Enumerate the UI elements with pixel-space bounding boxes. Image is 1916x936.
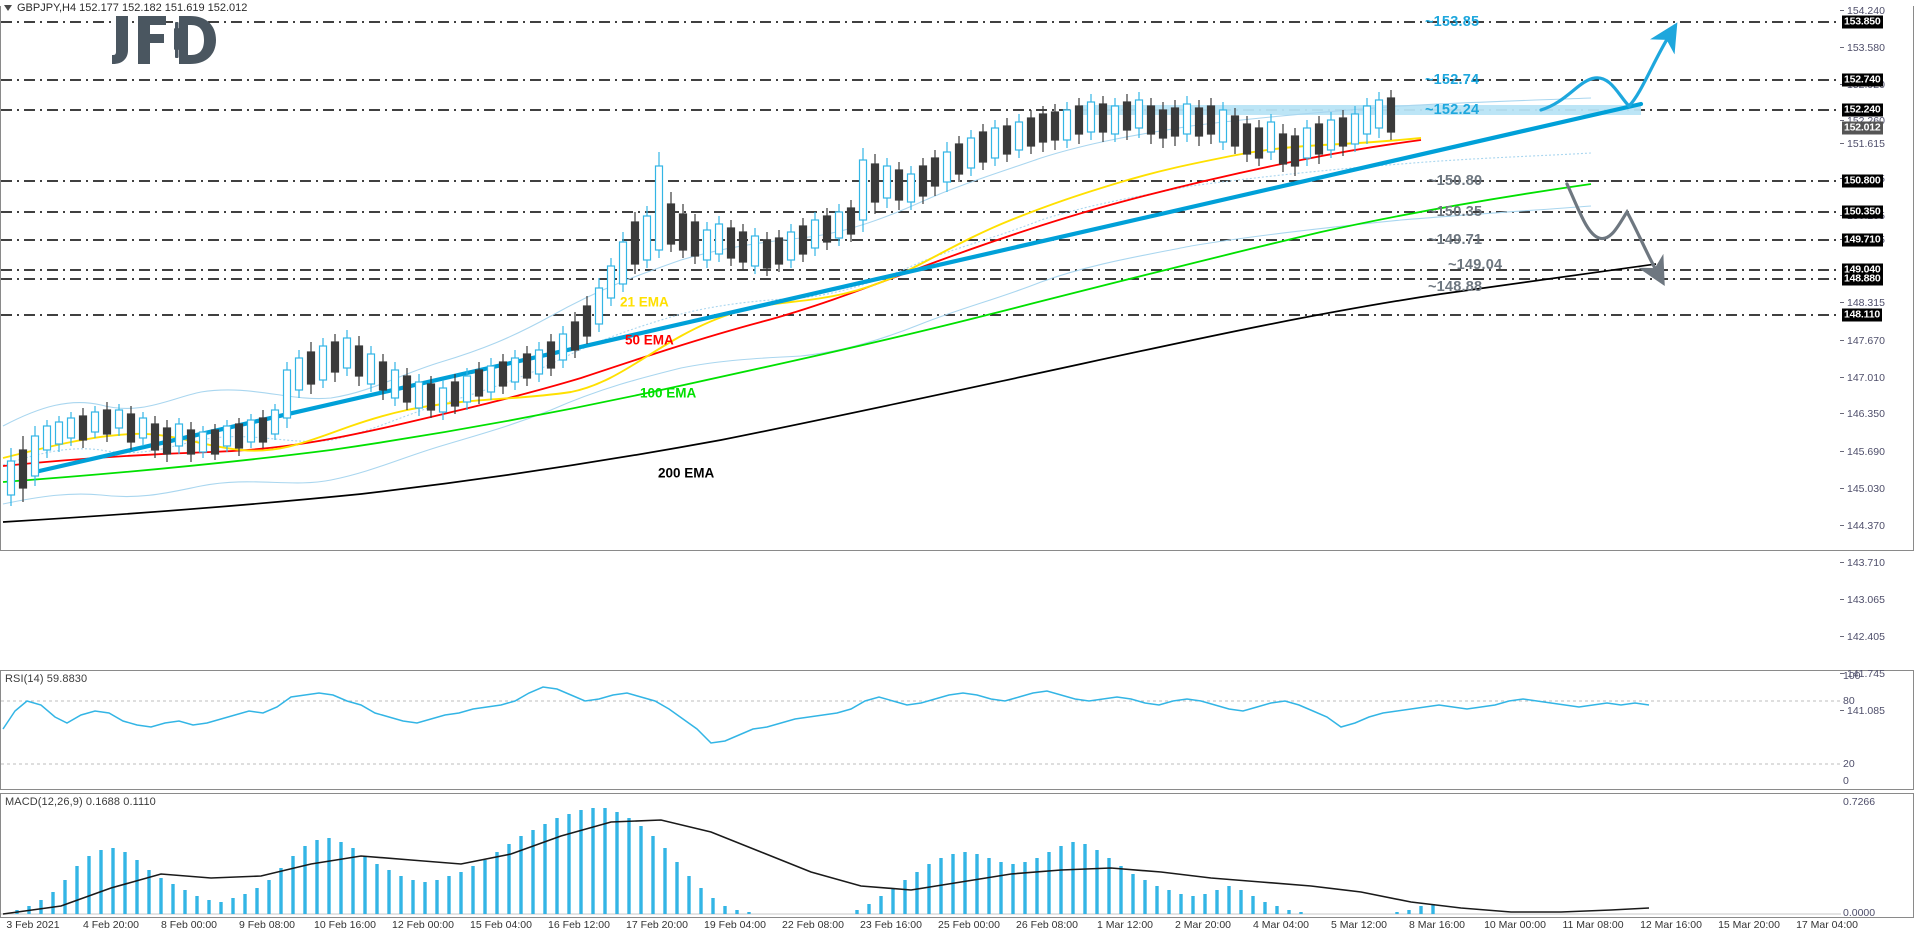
time-axis-label: 17 Feb 20:00	[626, 919, 688, 931]
bullish-projection-path	[1539, 22, 1678, 112]
price-tick-label: 143.065	[1847, 594, 1885, 606]
time-axis-label: 5 Mar 12:00	[1330, 919, 1388, 931]
price-tick-label: 142.405	[1847, 631, 1885, 643]
price-plot-area[interactable]	[1, 6, 1913, 550]
resistance-zone-band	[1081, 105, 1641, 115]
level-label-15224: ~152.24	[1425, 102, 1480, 118]
time-axis-label: 12 Mar 16:00	[1640, 919, 1702, 931]
ema-legend-50: 50 EMA	[625, 332, 674, 348]
ema-legend-200: 200 EMA	[658, 465, 715, 481]
price-chart-panel[interactable]	[0, 6, 1914, 551]
ema-21-line	[2, 137, 1422, 459]
time-axis-label: 4 Mar 04:00	[1252, 919, 1310, 931]
ema-legend-21: 21 EMA	[620, 294, 669, 310]
time-axis-label: 22 Feb 08:00	[782, 919, 844, 931]
time-axis-label: 16 Feb 12:00	[548, 919, 610, 931]
collapse-caret-icon[interactable]	[4, 5, 12, 11]
level-label-14971: ~149.71	[1428, 232, 1483, 248]
uptrend-line	[32, 101, 1644, 475]
time-axis-label: 2 Mar 20:00	[1174, 919, 1232, 931]
time-axis-label: 10 Feb 16:00	[314, 919, 376, 931]
time-axis-label: 4 Feb 20:00	[82, 919, 140, 931]
price-tick: 143.710	[1840, 557, 1885, 569]
time-axis-label: 1 Mar 12:00	[1096, 919, 1154, 931]
level-label-15080: ~150.80	[1428, 173, 1483, 189]
time-axis-label: 3 Feb 2021	[6, 919, 60, 931]
time-axis-label: 17 Mar 04:00	[1796, 919, 1858, 931]
level-label-15035: ~150.35	[1428, 204, 1483, 220]
rsi-panel-title: RSI(14) 59.8830	[5, 673, 88, 685]
time-axis-label: 19 Feb 04:00	[704, 919, 766, 931]
symbol-quote-header: GBPJPY,H4 152.177 152.182 151.619 152.01…	[4, 2, 247, 14]
price-tick-label: 143.710	[1847, 557, 1885, 569]
ema-100-line	[2, 183, 1592, 483]
time-axis-label: 15 Feb 04:00	[470, 919, 532, 931]
jfd-logo-svg	[112, 14, 216, 66]
time-axis-label: 15 Mar 20:00	[1718, 919, 1780, 931]
time-axis-scale[interactable]: 3 Feb 2021 4 Feb 20:00 8 Feb 00:00 9 Feb 08…	[0, 919, 1916, 936]
time-axis-label: 8 Mar 16:00	[1408, 919, 1466, 931]
time-axis-label: 12 Feb 00:00	[392, 919, 454, 931]
ema-50-line	[2, 139, 1422, 467]
level-label-15385: ~153.85	[1425, 14, 1480, 30]
macd-panel-title: MACD(12,26,9) 0.1688 0.1110	[5, 796, 156, 808]
level-label-15274: ~152.74	[1425, 72, 1480, 88]
price-plot-svg	[1, 21, 1841, 523]
macd-plot-area[interactable]	[1, 794, 1913, 917]
price-tick: 143.065	[1840, 594, 1885, 606]
tick-dash-icon	[1840, 561, 1844, 563]
macd-signal-line	[2, 819, 1650, 915]
ema-legend-100: 100 EMA	[640, 385, 697, 401]
symbol-quote-text: GBPJPY,H4 152.177 152.182 151.619 152.01…	[17, 2, 248, 14]
price-tick: 142.405	[1840, 631, 1885, 643]
ema-200-line	[2, 263, 1657, 523]
level-label-14888: ~148.88	[1428, 279, 1483, 295]
macd-indicator-panel[interactable]: MACD(12,26,9) 0.1688 0.1110	[0, 793, 1914, 918]
rsi-plot-svg	[1, 686, 1841, 765]
tick-dash-icon	[1840, 635, 1844, 637]
bearish-projection-path	[1565, 182, 1665, 286]
time-axis-label: 8 Feb 00:00	[160, 919, 218, 931]
time-axis-label: 25 Feb 00:00	[938, 919, 1000, 931]
jfd-brokers-logo	[112, 14, 222, 66]
candlestick-series	[6, 90, 1396, 506]
time-axis-label: 10 Mar 00:00	[1484, 919, 1546, 931]
time-axis-label: 26 Feb 08:00	[1016, 919, 1078, 931]
time-axis-label: 23 Feb 16:00	[860, 919, 922, 931]
rsi-line	[2, 686, 1650, 744]
macd-plot-svg	[1, 808, 1841, 915]
time-axis-label: 11 Mar 08:00	[1562, 919, 1624, 931]
level-label-14904: ~149.04	[1448, 257, 1503, 273]
time-axis-label: 9 Feb 08:00	[238, 919, 296, 931]
macd-histogram	[15, 808, 1435, 914]
rsi-indicator-panel[interactable]: RSI(14) 59.8830	[0, 670, 1914, 790]
tick-dash-icon	[1840, 598, 1844, 600]
rsi-plot-area[interactable]	[1, 671, 1913, 789]
